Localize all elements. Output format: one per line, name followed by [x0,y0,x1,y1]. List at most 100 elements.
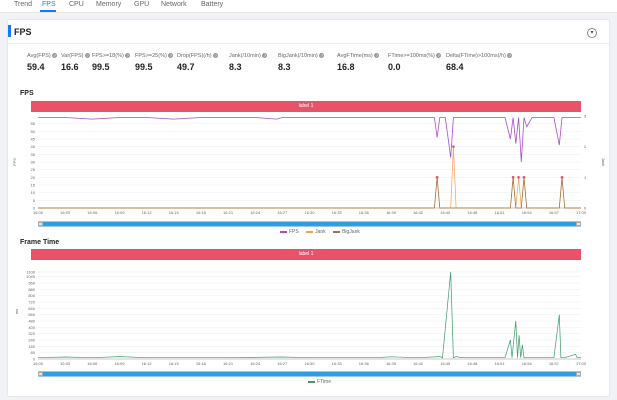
y-tick-label: 35 [31,152,36,157]
x-tick-label: 16:12 [142,361,153,366]
active-tab-indicator [40,10,56,12]
x-tick-label: 16:54 [522,361,533,366]
y2-tick-label: 0 [584,206,587,211]
ftime-zoom-scroller[interactable] [38,371,581,377]
help-icon[interactable]: ? [262,53,268,59]
scroller-left-handle[interactable] [38,372,43,376]
y-tick-label: 0 [33,206,36,211]
x-tick-label: 16:51 [495,361,506,366]
x-tick-label: 16:36 [359,361,370,366]
help-icon[interactable]: ? [52,53,58,59]
metric-value: 16.6 [61,62,79,72]
y-axis-label: ms [14,309,19,314]
metric-fps-ge-25: FPS>=25(%) ? 99.5 [135,53,174,72]
x-tick-label: 16:39 [386,361,397,366]
metric-value: 99.5 [92,62,110,72]
help-icon[interactable]: ? [436,53,442,59]
tab-battery[interactable]: Battery [201,1,224,8]
help-icon[interactable]: ? [374,53,380,59]
scroller-right-handle[interactable] [576,372,581,376]
metric-ftime-ge-100: FTime>=100ms(%) ? 0.0 [388,53,442,72]
legend-fps[interactable]: FPS [280,229,299,235]
scroller-left-handle[interactable] [38,222,43,226]
x-tick-label: 16:15 [169,210,180,215]
tab-cpu[interactable]: CPU [69,1,84,8]
y-tick-label: 1040 [26,274,36,279]
x-tick-label: 16:57 [549,361,560,366]
fps-zoom-scroller[interactable] [38,221,581,227]
x-tick-label: 16:27 [277,210,288,215]
y2-tick-label: 2 [584,144,587,149]
x-tick-label: 16:54 [522,210,533,215]
top-nav: Trend FPS CPU Memory GPU Network Battery [0,0,617,13]
y-tick-label: 160 [28,344,35,349]
help-icon[interactable]: ? [85,53,91,59]
metric-value: 16.8 [337,62,355,72]
fps-panel: FPS ▾ Avg(FPS) ? 59.4 Var(FPS) ? 16.6 FP… [7,19,610,397]
help-icon[interactable]: ? [319,53,325,59]
fps-legend: FPS Jank BigJank [280,229,366,235]
metric-label: FPS>=25(%) [135,53,167,59]
bigjank-point [511,176,515,179]
y-tick-label: 320 [28,331,35,336]
legend-bigjank[interactable]: BigJank [333,229,360,235]
x-tick-label: 16:09 [114,361,125,366]
title-accent [8,25,11,37]
x-tick-label: 16:12 [142,210,153,215]
tab-trend[interactable]: Trend [14,1,33,8]
x-tick-label: 17:00 [576,361,587,366]
y2-tick-label: 3 [584,114,587,119]
x-tick-label: 16:00 [33,210,44,215]
fps-chart-title: FPS [20,90,34,97]
y-tick-label: 800 [28,293,35,298]
tab-gpu[interactable]: GPU [134,1,150,8]
x-tick-label: 16:42 [413,361,424,366]
y-tick-label: 0 [33,357,36,362]
y-tick-label: 5 [33,198,36,203]
divider [8,43,609,44]
y-tick-label: 15 [31,183,36,188]
scroller-right-handle[interactable] [576,222,581,226]
y-tick-label: 240 [28,338,35,343]
legend-ftime[interactable]: FTime [308,379,331,385]
range-label-bar[interactable]: label 1 [31,101,581,112]
ftime-series-line [37,271,581,359]
x-tick-label: 16:48 [467,361,478,366]
y-axis-label: FPS [12,158,17,166]
x-tick-label: 16:30 [304,361,315,366]
x-tick-label: 16:39 [386,210,397,215]
metric-label: Var(FPS) [61,53,84,59]
collapse-button[interactable]: ▾ [587,28,597,38]
metric-label: FPS>=18(%) [92,53,124,59]
x-tick-label: 16:09 [114,210,125,215]
tab-fps[interactable]: FPS [42,1,56,8]
x-tick-label: 16:27 [277,361,288,366]
help-icon[interactable]: ? [168,53,174,59]
x-tick-label: 16:42 [413,210,424,215]
y-tick-label: 560 [28,312,35,317]
y2-tick-label: 1 [584,175,587,180]
x-tick-label: 17:00 [576,210,587,215]
metric-value: 49.7 [177,62,195,72]
x-tick-label: 16:24 [250,210,261,215]
x-tick-label: 16:21 [223,210,234,215]
help-icon[interactable]: ? [507,53,513,59]
y-tick-label: 1100 [26,269,35,274]
y-tick-label: 40 [31,144,36,149]
help-icon[interactable]: ? [213,53,219,59]
jank-point [452,145,455,148]
x-tick-label: 16:48 [467,210,478,215]
y-tick-label: 880 [28,287,35,292]
tab-network[interactable]: Network [161,1,187,8]
tab-memory[interactable]: Memory [96,1,122,8]
x-tick-label: 16:21 [223,361,234,366]
legend-jank[interactable]: Jank [306,229,326,235]
help-icon[interactable]: ? [125,53,131,59]
bigjank-point [522,176,526,179]
fps-series-line [38,117,581,163]
metric-value: 8.3 [229,62,242,72]
x-tick-label: 16:18 [196,361,207,366]
x-tick-label: 16:03 [60,210,71,215]
ftime-range-label-bar[interactable]: label 1 [31,249,581,260]
